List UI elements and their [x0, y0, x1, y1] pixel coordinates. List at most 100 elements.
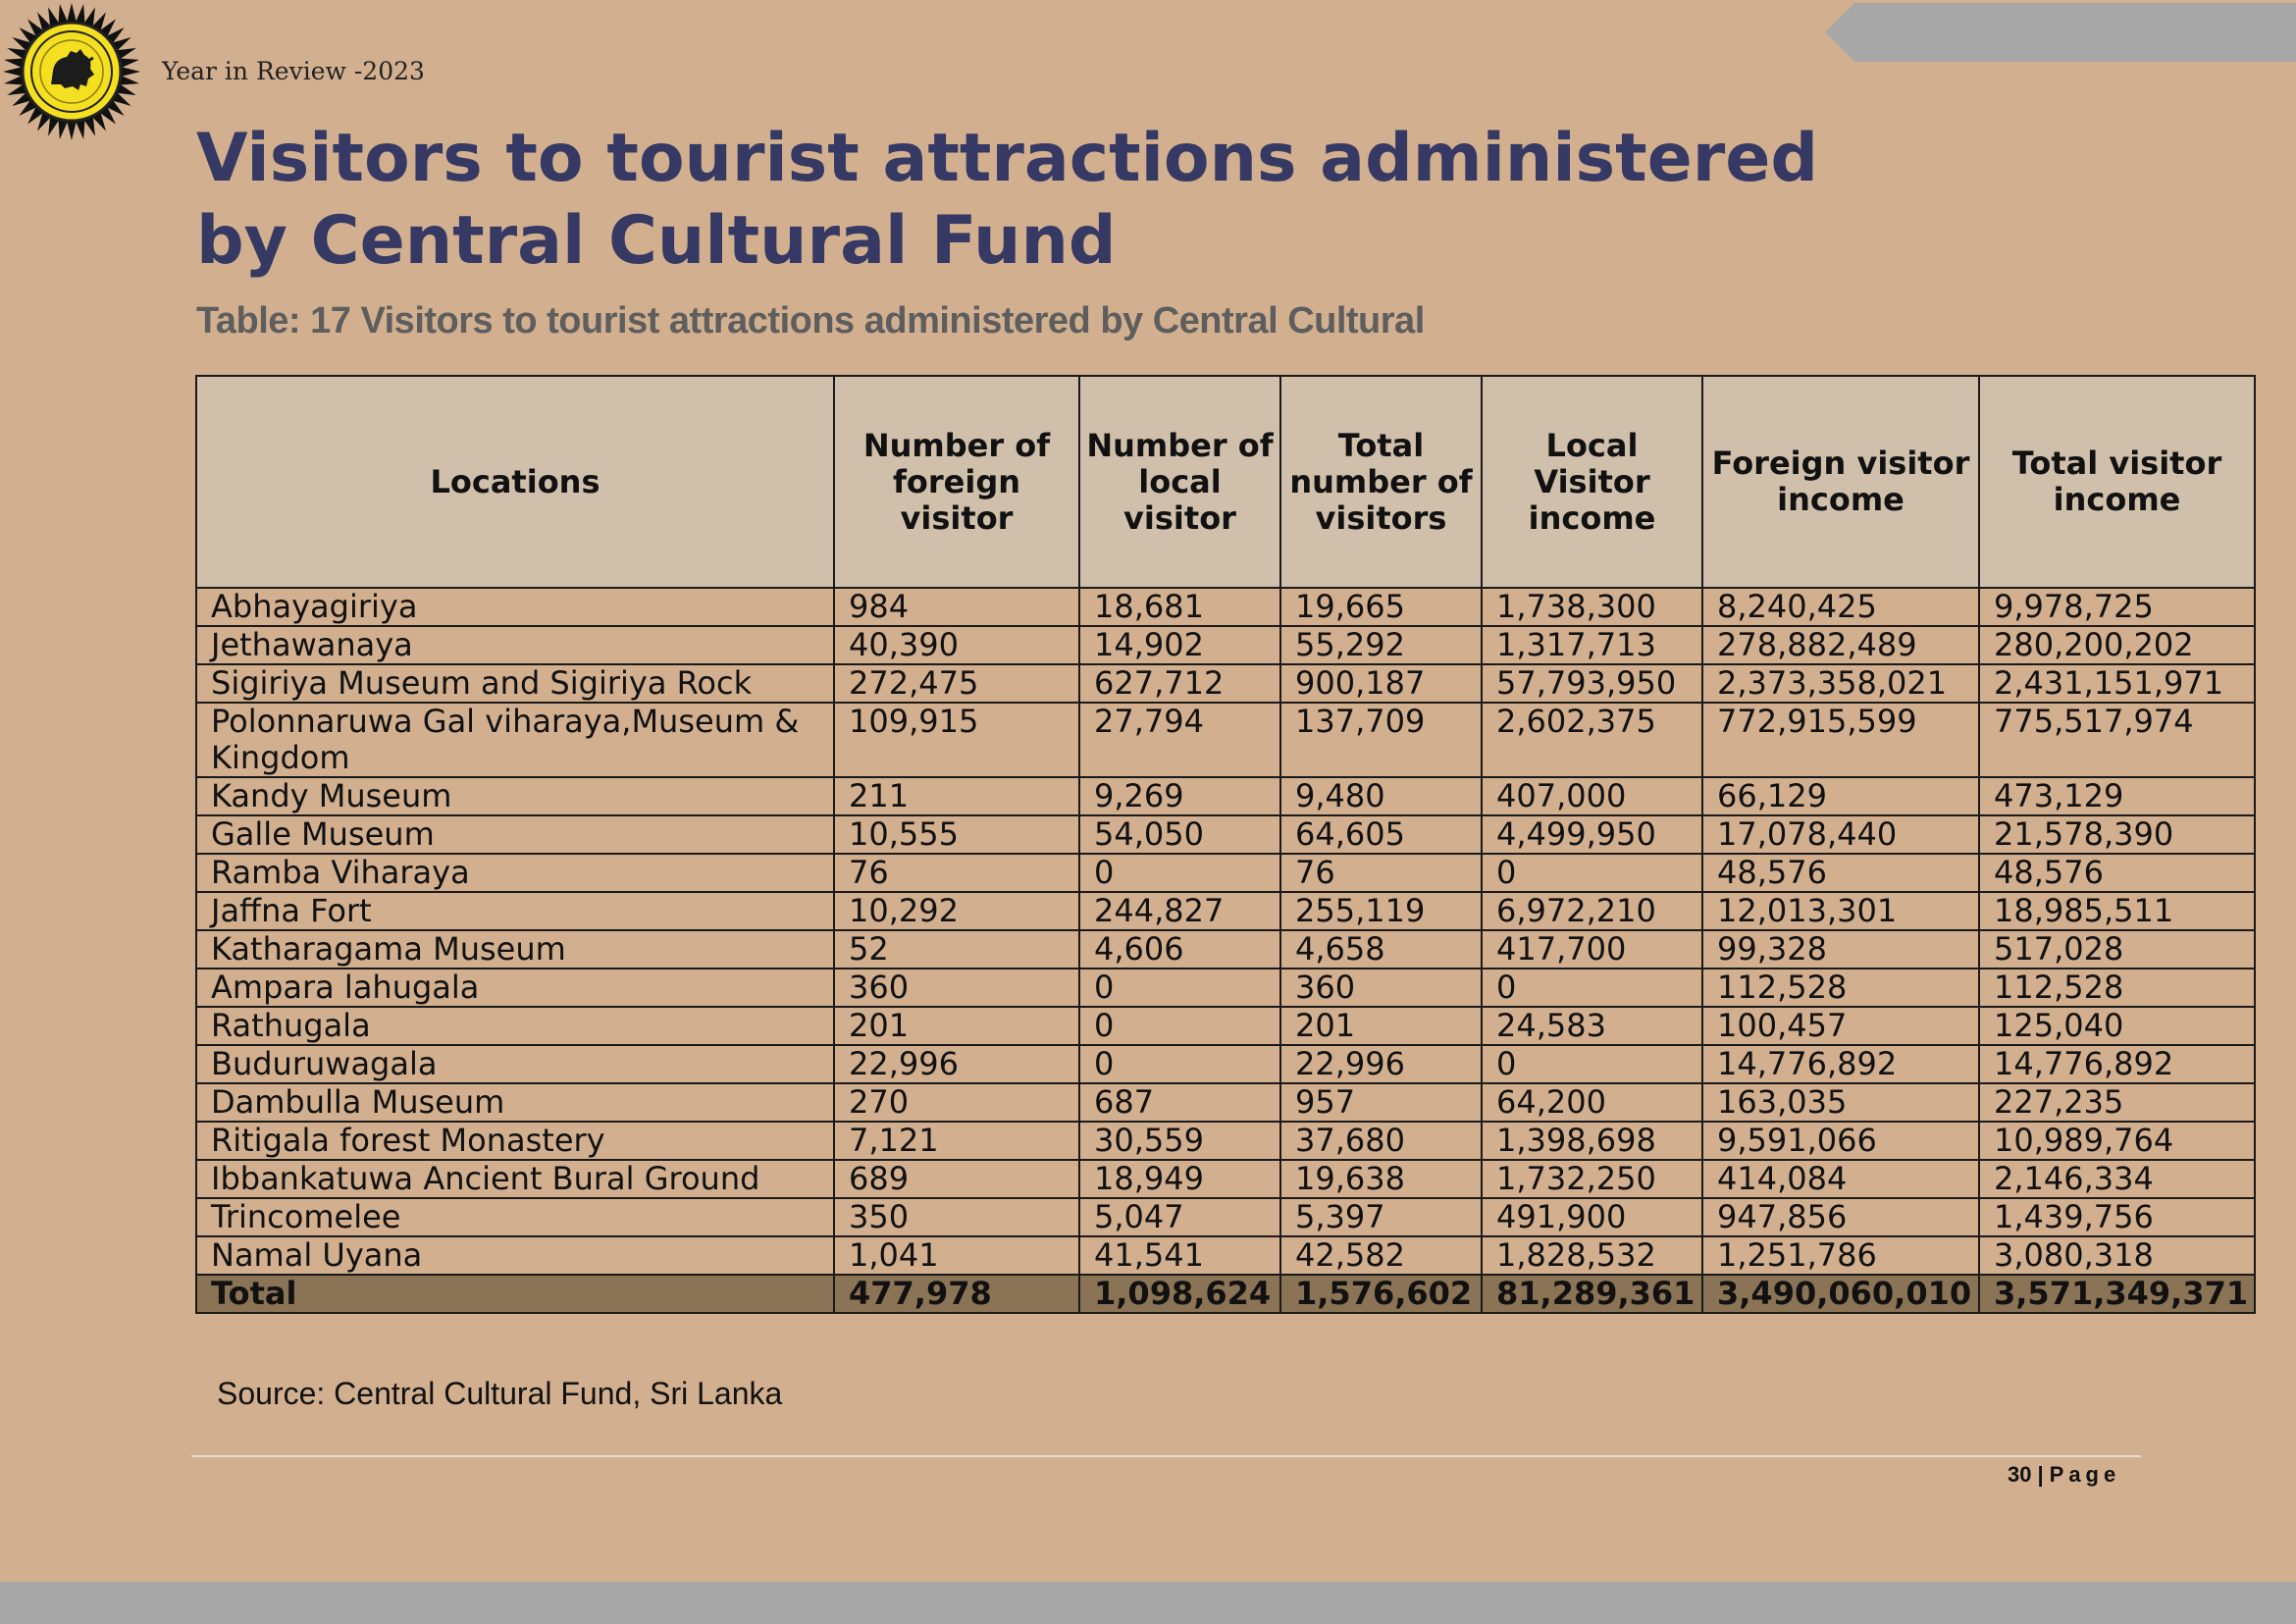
table-row: Ramba Viharaya 76 0 76 0 48,576 48,576	[195, 853, 2256, 893]
header-tab-decoration	[1825, 3, 2296, 62]
value-cell: 1,317,713	[1481, 625, 1703, 665]
location-cell: Sigiriya Museum and Sigiriya Rock	[195, 663, 835, 704]
value-cell: 244,827	[1078, 891, 1281, 931]
value-cell: 772,915,599	[1701, 702, 1980, 778]
value-cell: 957	[1279, 1082, 1483, 1123]
value-cell: 1,398,698	[1481, 1121, 1703, 1161]
table-row: Rathugala 201 0 201 24,583 100,457 125,040	[195, 1006, 2256, 1046]
value-cell: 66,129	[1701, 776, 1980, 816]
value-cell: 5,397	[1279, 1197, 1483, 1237]
page-number-separator: |	[2037, 1462, 2044, 1487]
page-number: 30 | Page	[2008, 1462, 2120, 1488]
table-caption: Table: 17 Visitors to tourist attraction…	[196, 300, 1425, 341]
location-cell: Ibbankatuwa Ancient Bural Ground	[195, 1159, 835, 1199]
total-cell: 477,978	[833, 1274, 1080, 1314]
page-number-value: 30	[2008, 1462, 2032, 1487]
value-cell: 4,499,950	[1481, 814, 1703, 855]
value-cell: 42,582	[1279, 1235, 1483, 1276]
value-cell: 40,390	[833, 625, 1080, 665]
value-cell: 227,235	[1978, 1082, 2256, 1123]
value-cell: 14,776,892	[1978, 1044, 2256, 1084]
table-header-row: Locations Number of foreign visitor Numb…	[195, 375, 2256, 589]
value-cell: 9,978,725	[1978, 587, 2256, 627]
location-cell: Buduruwagala	[195, 1044, 835, 1084]
value-cell: 2,602,375	[1481, 702, 1703, 778]
value-cell: 19,665	[1279, 587, 1483, 627]
value-cell: 100,457	[1701, 1006, 1980, 1046]
value-cell: 1,251,786	[1701, 1235, 1980, 1276]
value-cell: 1,738,300	[1481, 587, 1703, 627]
table-body: Abhayagiriya 984 18,681 19,665 1,738,300 8,24…	[195, 587, 2256, 1314]
value-cell: 627,712	[1078, 663, 1281, 704]
value-cell: 10,989,764	[1978, 1121, 2256, 1161]
value-cell: 280,200,202	[1978, 625, 2256, 665]
column-header-foreign-visitors: Number of foreign visitor	[833, 375, 1080, 589]
value-cell: 1,732,250	[1481, 1159, 1703, 1199]
value-cell: 21,578,390	[1978, 814, 2256, 855]
value-cell: 4,606	[1078, 929, 1281, 969]
value-cell: 14,902	[1078, 625, 1281, 665]
value-cell: 984	[833, 587, 1080, 627]
value-cell: 360	[833, 968, 1080, 1008]
table-total-row: Total 477,978 1,098,624 1,576,602 81,289…	[195, 1274, 2256, 1314]
value-cell: 22,996	[833, 1044, 1080, 1084]
value-cell: 900,187	[1279, 663, 1483, 704]
column-header-total-visitors: Total number of visitors	[1279, 375, 1483, 589]
value-cell: 10,292	[833, 891, 1080, 931]
location-cell: Dambulla Museum	[195, 1082, 835, 1123]
table-row: Kandy Museum 211 9,269 9,480 407,000 66,129 47…	[195, 776, 2256, 816]
value-cell: 350	[833, 1197, 1080, 1237]
value-cell: 689	[833, 1159, 1080, 1199]
value-cell: 76	[833, 853, 1080, 893]
total-cell: 81,289,361	[1481, 1274, 1703, 1314]
value-cell: 517,028	[1978, 929, 2256, 969]
value-cell: 947,856	[1701, 1197, 1980, 1237]
value-cell: 491,900	[1481, 1197, 1703, 1237]
value-cell: 64,605	[1279, 814, 1483, 855]
total-cell: 1,098,624	[1078, 1274, 1281, 1314]
total-cell: 1,576,602	[1279, 1274, 1483, 1314]
value-cell: 37,680	[1279, 1121, 1483, 1161]
value-cell: 41,541	[1078, 1235, 1281, 1276]
value-cell: 22,996	[1279, 1044, 1483, 1084]
table-row: Ibbankatuwa Ancient Bural Ground 689 18,94…	[195, 1159, 2256, 1199]
table-row: Dambulla Museum 270 687 957 64,200 163,035 227…	[195, 1082, 2256, 1123]
value-cell: 52	[833, 929, 1080, 969]
location-cell: Jaffna Fort	[195, 891, 835, 931]
value-cell: 30,559	[1078, 1121, 1281, 1161]
value-cell: 2,431,151,971	[1978, 663, 2256, 704]
value-cell: 57,793,950	[1481, 663, 1703, 704]
value-cell: 8,240,425	[1701, 587, 1980, 627]
footer-bar-decoration	[0, 1582, 2296, 1624]
value-cell: 687	[1078, 1082, 1281, 1123]
value-cell: 17,078,440	[1701, 814, 1980, 855]
footer-divider	[191, 1455, 2141, 1457]
total-cell: 3,490,060,010	[1701, 1274, 1980, 1314]
value-cell: 270	[833, 1082, 1080, 1123]
value-cell: 7,121	[833, 1121, 1080, 1161]
column-header-locations: Locations	[195, 375, 835, 589]
location-cell: Galle Museum	[195, 814, 835, 855]
value-cell: 55,292	[1279, 625, 1483, 665]
value-cell: 112,528	[1701, 968, 1980, 1008]
source-note: Source: Central Cultural Fund, Sri Lanka	[217, 1376, 783, 1411]
value-cell: 414,084	[1701, 1159, 1980, 1199]
table-row: Jethawanaya 40,390 14,902 55,292 1,317,713 27…	[195, 625, 2256, 665]
value-cell: 473,129	[1978, 776, 2256, 816]
value-cell: 211	[833, 776, 1080, 816]
value-cell: 18,949	[1078, 1159, 1281, 1199]
value-cell: 64,200	[1481, 1082, 1703, 1123]
value-cell: 27,794	[1078, 702, 1281, 778]
table-row: Sigiriya Museum and Sigiriya Rock 272,475…	[195, 663, 2256, 704]
value-cell: 125,040	[1978, 1006, 2256, 1046]
value-cell: 775,517,974	[1978, 702, 2256, 778]
value-cell: 201	[833, 1006, 1080, 1046]
value-cell: 9,269	[1078, 776, 1281, 816]
table-row: Ampara lahugala 360 0 360 0 112,528 112,528	[195, 968, 2256, 1008]
value-cell: 0	[1481, 853, 1703, 893]
value-cell: 0	[1481, 1044, 1703, 1084]
value-cell: 272,475	[833, 663, 1080, 704]
value-cell: 0	[1078, 853, 1281, 893]
location-cell: Kandy Museum	[195, 776, 835, 816]
table-row: Ritigala forest Monastery 7,121 30,559 37,6…	[195, 1121, 2256, 1161]
